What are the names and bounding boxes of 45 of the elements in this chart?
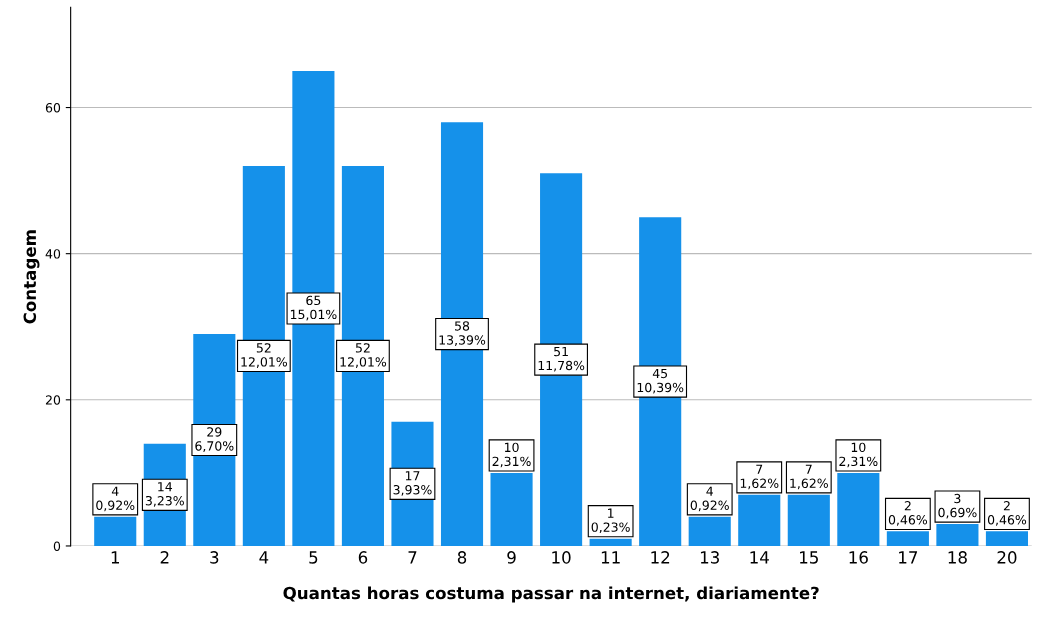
data-label: 45 10,39%: [637, 368, 684, 394]
data-label: 51 11,78%: [538, 346, 585, 372]
data-label: 3 0,69%: [938, 493, 977, 519]
x-tick-label: 1: [111, 551, 119, 564]
x-tick-label: 18: [948, 551, 967, 564]
data-label: 2 0,46%: [888, 501, 928, 526]
x-tick-label: 3: [210, 551, 219, 564]
x-tick-label: 11: [601, 551, 620, 564]
data-label: 58 13,39%: [439, 321, 486, 346]
data-label: 4 0,92%: [690, 486, 729, 512]
bar: [589, 538, 632, 546]
y-axis-title: Contagem: [23, 230, 40, 324]
x-tick-label: 15: [800, 551, 818, 564]
data-label: 14 3,23%: [145, 482, 184, 507]
x-tick-label: 12: [651, 551, 670, 564]
x-tick-label: 14: [750, 551, 769, 564]
x-tick-label: 16: [849, 551, 868, 564]
data-label: 17 3,93%: [393, 471, 432, 496]
x-tick-label: 2: [160, 551, 169, 564]
data-label: 29 6,70%: [195, 427, 234, 452]
data-label: 52 12,01%: [340, 343, 387, 368]
y-tick-label: 20: [45, 395, 61, 405]
x-tick-label: 10: [552, 551, 571, 564]
x-tick-label: 4: [259, 551, 269, 564]
x-tick-label: 9: [507, 551, 516, 564]
data-label: 52 12,01%: [241, 343, 287, 368]
data-label: 65 15,01%: [290, 295, 337, 321]
data-label: 2 0,46%: [987, 501, 1027, 526]
data-label: 7 1,62%: [740, 464, 779, 490]
data-label: 1 0,23%: [591, 508, 630, 534]
y-tick-label: 0: [53, 541, 61, 551]
x-tick-label: 8: [457, 551, 467, 564]
x-tick-label: 20: [997, 551, 1017, 564]
x-axis-title: Quantas horas costuma passar na internet, diariamente?: [283, 586, 819, 603]
data-label: 10 2,31%: [492, 442, 531, 468]
data-label: 4 0,92%: [96, 486, 135, 512]
x-tick-label: 13: [700, 551, 719, 564]
x-tick-label: 17: [899, 551, 918, 564]
data-label: 10 2,31%: [839, 442, 878, 468]
x-tick-label: 5: [309, 551, 318, 564]
y-tick-label: 60: [45, 103, 61, 113]
x-tick-label: 7: [408, 551, 417, 564]
y-tick-label: 40: [45, 249, 61, 259]
data-label: 7 1,62%: [790, 464, 828, 490]
x-tick-label: 6: [358, 551, 368, 564]
